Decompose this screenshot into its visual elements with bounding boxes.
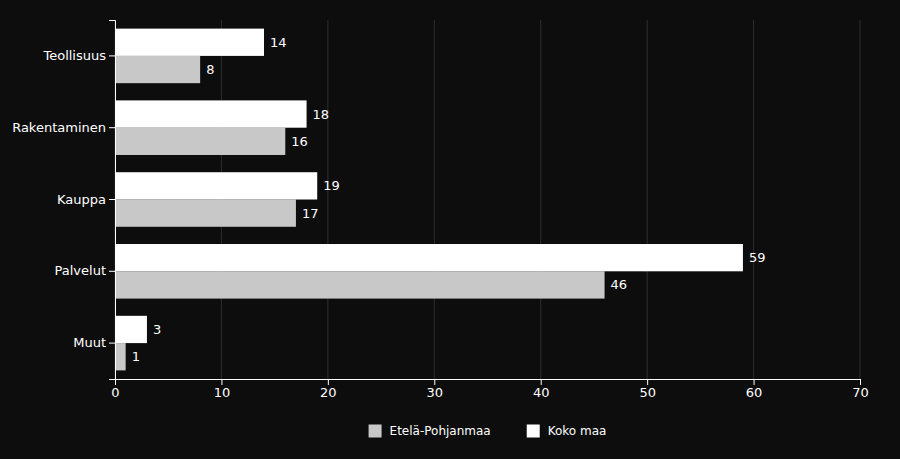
y-axis: Muut Palvelut Kauppa Rakentaminen Teollisuus — [12, 21, 115, 380]
tick-label: 0 — [111, 385, 119, 400]
tick: 50 — [639, 379, 656, 400]
grid-line — [753, 20, 754, 379]
legend-swatch — [527, 425, 540, 438]
tick-mark — [221, 379, 222, 385]
grid — [115, 20, 860, 379]
bar — [115, 172, 317, 199]
data-label: 59 — [749, 250, 766, 265]
tick-label: Rakentaminen — [12, 120, 106, 135]
tick-mark — [328, 379, 329, 385]
data-label: 19 — [323, 178, 340, 193]
legend-label: Koko maa — [548, 424, 607, 438]
grid-line — [860, 20, 861, 379]
bar — [115, 343, 126, 370]
tick-mark — [109, 271, 115, 272]
tick-mark — [860, 379, 861, 385]
bar — [115, 316, 147, 343]
tick-mark — [109, 55, 115, 56]
tick: Palvelut — [55, 263, 115, 278]
tick-mark — [109, 343, 115, 344]
tick: Teollisuus — [42, 48, 115, 63]
grid-line — [327, 20, 328, 379]
tick-label: Kauppa — [57, 192, 106, 207]
tick-mark — [754, 379, 755, 385]
legend-label: Etelä-Pohjanmaa — [390, 424, 491, 438]
tick-mark — [434, 379, 435, 385]
plot: 1 46 17 16 8 3 59 19 18 14 0 10 20 30 40 50 60 70 Muut Palv… — [12, 20, 869, 400]
grid-line — [540, 20, 541, 379]
tick: 30 — [427, 379, 444, 400]
tick-label: Teollisuus — [42, 48, 106, 63]
bar — [115, 244, 743, 271]
grid-line — [434, 20, 435, 379]
tick-label: 60 — [746, 385, 763, 400]
bar — [115, 56, 200, 83]
tick-label: Palvelut — [55, 263, 106, 278]
bar-series — [115, 56, 605, 370]
data-label: 1 — [132, 349, 140, 364]
tick: 60 — [746, 379, 763, 400]
tick-mark — [109, 127, 115, 128]
chart: 1 46 17 16 8 3 59 19 18 14 0 10 20 30 40 50 60 70 Muut Palv… — [0, 0, 900, 459]
tick-label: 40 — [533, 385, 550, 400]
tick-mark — [109, 199, 115, 200]
bar — [115, 100, 307, 127]
data-label: 14 — [270, 35, 287, 50]
tick-label: 50 — [639, 385, 656, 400]
tick-label: 20 — [320, 385, 337, 400]
tick: 10 — [214, 379, 231, 400]
data-label: 16 — [291, 134, 308, 149]
legend-swatch — [369, 425, 382, 438]
bar — [115, 29, 264, 56]
data-label: 17 — [302, 206, 319, 221]
legend-item: Etelä-Pohjanmaa — [369, 424, 491, 438]
legend: Etelä-Pohjanmaa Koko maa — [369, 424, 607, 438]
bar — [115, 200, 296, 227]
data-label: 46 — [611, 277, 628, 292]
bar — [115, 128, 285, 155]
tick-label: 10 — [214, 385, 231, 400]
tick-mark — [541, 379, 542, 385]
bars — [115, 29, 743, 371]
tick-mark — [647, 379, 648, 385]
bar-series — [115, 29, 743, 343]
axis-line — [116, 380, 861, 386]
legend-item: Koko maa — [527, 424, 607, 438]
tick: Muut — [73, 335, 115, 350]
bar — [115, 271, 605, 298]
data-label: 3 — [153, 322, 161, 337]
tick-label: Muut — [73, 335, 106, 350]
tick: Rakentaminen — [12, 120, 115, 135]
x-axis: 0 10 20 30 40 50 60 70 — [111, 379, 868, 400]
tick: 20 — [320, 379, 337, 400]
data-label: 18 — [313, 107, 330, 122]
tick: 40 — [533, 379, 550, 400]
tick: 70 — [852, 379, 869, 400]
grid-line — [647, 20, 648, 379]
tick-label: 30 — [427, 385, 444, 400]
tick: Kauppa — [57, 192, 115, 207]
data-label: 8 — [206, 62, 214, 77]
tick: 0 — [111, 379, 119, 400]
tick-label: 70 — [852, 385, 869, 400]
axis-line — [109, 21, 116, 380]
data-labels: 1 46 17 16 8 3 59 19 18 14 — [132, 35, 766, 364]
